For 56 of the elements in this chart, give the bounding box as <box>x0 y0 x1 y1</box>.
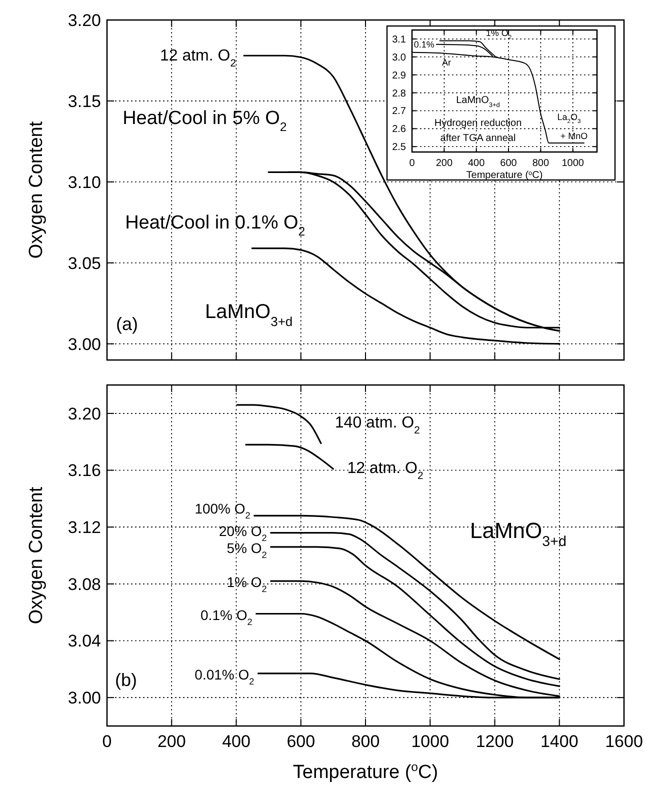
y-tick-label: 3.20 <box>68 404 101 424</box>
x-tick-label: 0 <box>102 732 112 751</box>
y-tick-label: 2.5 <box>392 142 406 154</box>
series-label: 0.01% O$_{2}$ <box>194 666 254 686</box>
x-tick-label: 200 <box>436 158 453 169</box>
y-axis-title: Oxygen Content <box>26 486 47 624</box>
x-tick-label: 1200 <box>476 732 514 751</box>
y-tick-label: 3.16 <box>68 461 101 480</box>
y-tick-label: 3.10 <box>68 172 101 192</box>
x-tick-label: 400 <box>222 732 250 751</box>
x-tick-label: 1000 <box>411 732 450 751</box>
annotation: La$_{2}$O$_{3}$ <box>557 112 581 125</box>
y-tick-label: 3.05 <box>68 254 101 273</box>
series-label: 100% O$_{2}$ <box>194 500 250 521</box>
annotation: LaMnO$_{3+d}$ <box>456 95 500 108</box>
annotation: LaMnO$_{3+d}$ <box>205 301 293 328</box>
annotation: + MnO <box>560 131 588 141</box>
y-tick-label: 3.0 <box>392 52 406 64</box>
series-label: 0.1% <box>414 39 434 50</box>
series-label: Heat/Cool in 0.1% O$_{2}$ <box>125 212 306 238</box>
annotation: LaMnO$_{3+d}$ <box>470 518 566 550</box>
y-tick-label: 3.04 <box>68 632 101 651</box>
series-label: 12 atm. O$_{2}$ <box>347 460 424 482</box>
x-tick-label: 0 <box>409 158 416 169</box>
annotation: after TGA anneal <box>440 133 516 144</box>
x-tick-label: 800 <box>351 732 380 751</box>
y-tick-label: 3.00 <box>68 334 101 354</box>
y-tick-label: 3.15 <box>68 92 101 111</box>
y-axis-title: Oxygen Content <box>26 120 47 259</box>
series-label: 12 atm. O$_{2}$ <box>160 48 236 70</box>
y-tick-label: 2.7 <box>392 106 406 118</box>
x-tick-label: 600 <box>286 732 316 751</box>
x-axis-title: Temperature ($^{o}$C) <box>292 760 438 783</box>
annotation: Hydrogen reduction <box>434 118 522 129</box>
y-tick-label: 3.12 <box>68 518 101 538</box>
series-label: Ar <box>442 57 452 68</box>
annotation: (a) <box>116 314 138 334</box>
y-tick-label: 3.00 <box>68 688 101 708</box>
y-tick-label: 3.1 <box>392 34 406 46</box>
x-tick-label: 600 <box>500 158 518 169</box>
x-tick-label: 1600 <box>605 732 643 751</box>
y-tick-label: 2.9 <box>392 70 406 82</box>
annotation: (b) <box>115 670 137 690</box>
series-label: 140 atm. O$_{2}$ <box>334 414 420 436</box>
y-tick-label: 3.20 <box>68 10 101 30</box>
series-label: 1% O$_{2}$ <box>226 574 267 594</box>
y-tick-label: 2.8 <box>392 88 406 100</box>
x-tick-label: 200 <box>157 732 186 751</box>
y-tick-label: 2.6 <box>392 124 406 136</box>
x-tick-label: 1000 <box>562 158 584 169</box>
series-label: Heat/Cool in 5% O$_{2}$ <box>122 108 287 134</box>
series-label: 0.1% O$_{2}$ <box>200 606 252 627</box>
y-tick-label: 3.08 <box>68 574 101 594</box>
x-tick-label: 800 <box>532 158 550 169</box>
x-tick-label: 400 <box>468 158 486 169</box>
x-tick-label: 1400 <box>540 732 578 751</box>
